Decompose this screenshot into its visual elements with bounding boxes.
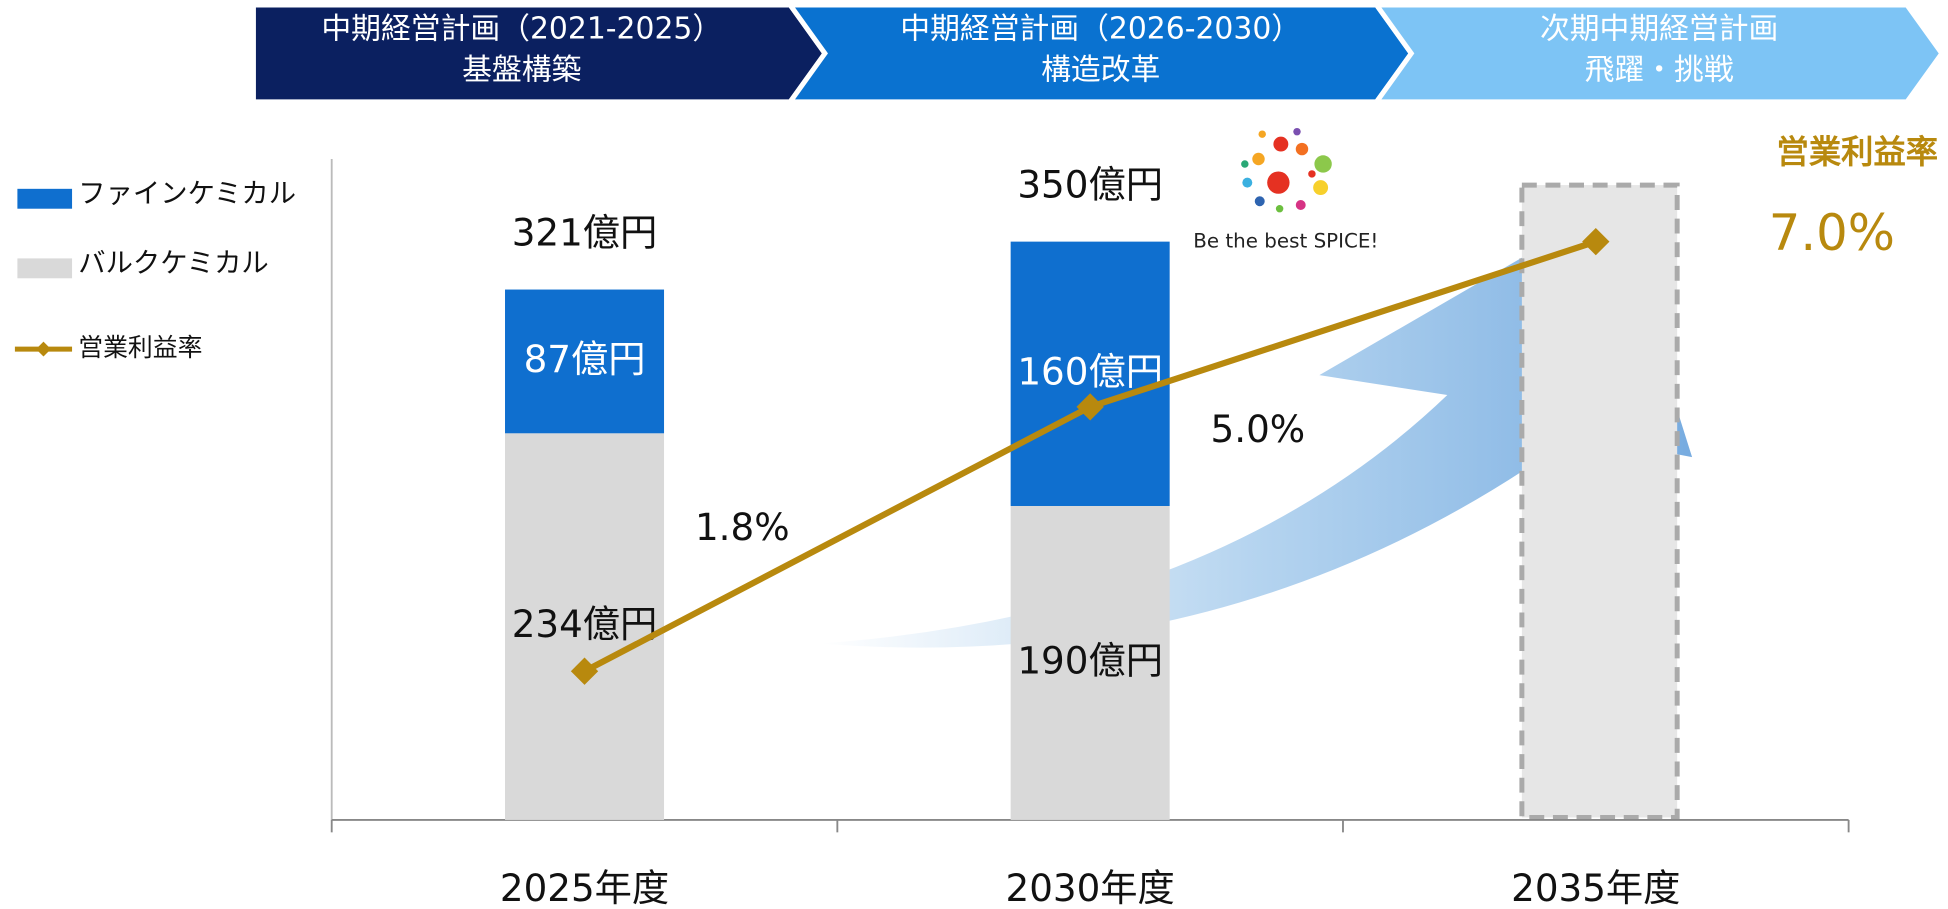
chart: 中期経営計画（2021-2025） 基盤構築 中期経営計画（2026-2030） 構造…	[0, 0, 1948, 909]
phase-subtitle: 基盤構築	[462, 52, 581, 87]
logo-dot	[1308, 170, 1315, 177]
x-tick-label: 2030年度	[1006, 866, 1175, 909]
logo: Be the best SPICE!	[1193, 128, 1378, 253]
legend-swatch	[17, 189, 72, 209]
x-tick-label: 2035年度	[1511, 866, 1680, 909]
logo-text: Be the best SPICE!	[1193, 230, 1378, 253]
logo-dot	[1296, 143, 1308, 155]
logo-dot	[1252, 153, 1264, 165]
logo-dot	[1273, 137, 1288, 152]
logo-dot	[1296, 200, 1306, 210]
line-value-label: 7.0%	[1769, 204, 1895, 262]
bar-value-label: 87億円	[524, 337, 646, 381]
logo-dot	[1241, 160, 1248, 167]
bar-value-label: 190億円	[1017, 638, 1163, 682]
line-heading: 営業利益率	[1777, 133, 1939, 171]
legend-label: 営業利益率	[78, 333, 202, 362]
bar-value-label: 160億円	[1017, 349, 1163, 393]
legend-label: バルクケミカル	[78, 248, 268, 279]
page: {"header": {"phases": [ {"title": "中期経営計…	[0, 0, 1948, 909]
x-tick-label: 2025年度	[500, 866, 669, 909]
phase-title: 中期経営計画（2026-2030）	[900, 11, 1301, 46]
phase-title: 次期中期経営計画	[1540, 11, 1778, 46]
line-value-label: 1.8%	[695, 505, 790, 549]
total-label: 350億円	[1017, 162, 1163, 206]
legend-swatch	[17, 258, 72, 278]
logo-dot	[1276, 205, 1283, 212]
future-bar-placeholder	[1522, 185, 1677, 817]
total-label: 321億円	[512, 210, 658, 254]
logo-dot	[1267, 171, 1289, 193]
phase-subtitle: 構造改革	[1041, 52, 1160, 87]
logo-dot	[1242, 178, 1252, 188]
legend-label: ファインケミカル	[78, 179, 296, 210]
logo-dot	[1255, 196, 1265, 206]
bar-value-label: 234億円	[512, 602, 658, 646]
phase-title: 中期経営計画（2021-2025）	[321, 11, 722, 46]
logo-dot	[1313, 180, 1328, 195]
logo-dot	[1314, 155, 1331, 172]
phase-banner: 中期経営計画（2021-2025） 基盤構築 中期経営計画（2026-2030） 構造…	[253, 5, 1941, 102]
logo-dot	[1258, 130, 1265, 137]
logo-dot	[1293, 128, 1300, 135]
phase-subtitle: 飛躍・挑戦	[1585, 52, 1734, 87]
legend-marker	[36, 342, 51, 357]
line-value-label: 5.0%	[1211, 407, 1306, 451]
